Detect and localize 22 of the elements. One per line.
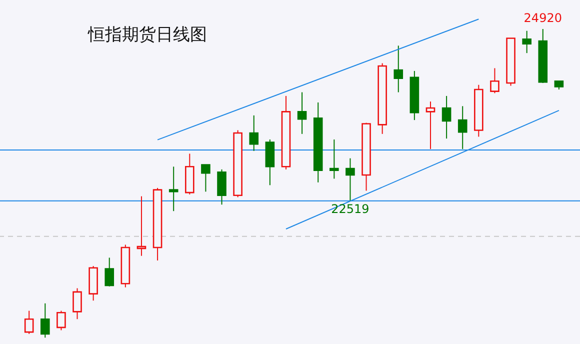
candlestick — [442, 95, 452, 140]
candlestick — [522, 30, 532, 54]
candlestick — [249, 114, 259, 152]
chart-title: 恒指期货日线图 — [87, 25, 207, 45]
annotation: 24920 — [524, 10, 562, 25]
candlestick — [394, 45, 404, 93]
candlestick — [72, 288, 82, 320]
candlestick — [56, 310, 66, 331]
candlestick — [426, 101, 436, 150]
annotation: 22519 — [331, 202, 370, 216]
candlestick — [217, 168, 226, 206]
candlestick — [104, 257, 114, 287]
candlestick — [168, 166, 178, 212]
candlestick — [490, 68, 500, 94]
candlestick — [458, 106, 468, 150]
candlestick — [330, 138, 339, 180]
candlestick — [201, 164, 210, 192]
candlestick — [297, 92, 307, 134]
candlestick — [24, 310, 34, 334]
candlestick — [346, 158, 355, 202]
candlestick — [40, 302, 50, 338]
candlestick — [136, 196, 146, 256]
